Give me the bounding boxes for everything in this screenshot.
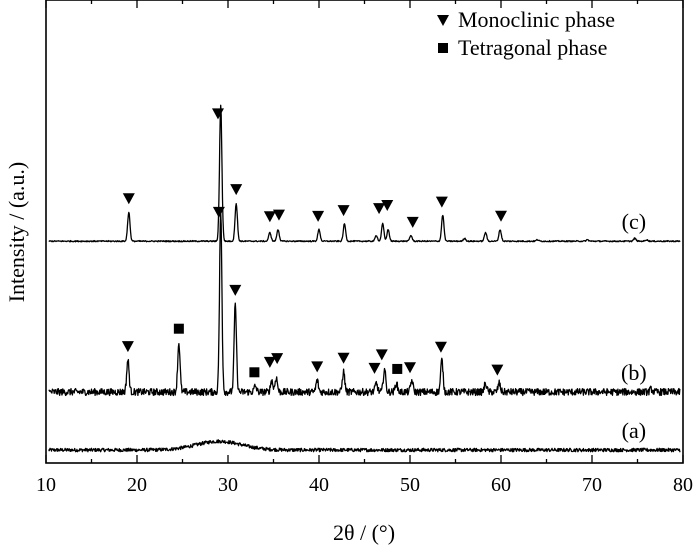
diffraction-traces <box>48 104 681 453</box>
trace-0 <box>48 439 681 453</box>
curve-labels: (a) (b) (c) <box>621 209 647 443</box>
monoclinic-marker <box>212 206 225 218</box>
monoclinic-marker <box>368 362 381 374</box>
monoclinic-marker <box>404 362 416 374</box>
x-tick-label-3: 40 <box>309 474 329 496</box>
monoclinic-marker <box>435 196 448 208</box>
x-axis-ticks: 10 20 30 40 50 60 70 80 <box>36 0 693 496</box>
monoclinic-marker <box>375 349 388 361</box>
monoclinic-marker <box>263 211 276 223</box>
x-tick-label-1: 20 <box>127 474 147 496</box>
monoclinic-marker <box>337 205 350 217</box>
x-tick-label-5: 60 <box>491 474 511 496</box>
curve-label-0: (a) <box>622 418 646 443</box>
legend-label-0: Monoclinic phase <box>458 7 615 32</box>
monoclinic-marker <box>121 341 134 353</box>
monoclinic-marker <box>229 284 242 296</box>
trace-2 <box>48 104 681 243</box>
monoclinic-marker <box>211 108 224 120</box>
legend-triangle-icon <box>437 15 449 26</box>
x-tick-label-2: 30 <box>218 474 238 496</box>
monoclinic-marker <box>122 193 135 205</box>
monoclinic-marker <box>272 209 285 221</box>
x-tick-label-4: 50 <box>400 474 420 496</box>
monoclinic-marker <box>381 199 394 211</box>
legend: Monoclinic phase Tetragonal phase <box>437 7 615 60</box>
monoclinic-marker <box>271 353 284 365</box>
monoclinic-marker <box>337 352 350 364</box>
monoclinic-marker <box>311 361 324 373</box>
x-axis-title: 2θ / (°) <box>333 520 395 545</box>
x-tick-label-6: 70 <box>582 474 602 496</box>
legend-label-1: Tetragonal phase <box>458 35 607 60</box>
tetragonal-marker <box>392 363 403 374</box>
monoclinic-marker <box>491 364 504 376</box>
trace-1 <box>48 211 681 397</box>
legend-square-icon <box>438 43 448 53</box>
monoclinic-marker <box>230 184 243 196</box>
curve-label-2: (c) <box>622 209 646 234</box>
x-tick-label-7: 80 <box>673 474 693 496</box>
tetragonal-marker <box>173 323 184 334</box>
monoclinic-marker <box>434 341 447 353</box>
tetragonal-marker <box>249 367 260 378</box>
monoclinic-marker <box>263 356 276 368</box>
monoclinic-marker <box>406 216 419 228</box>
monoclinic-marker <box>312 210 325 222</box>
monoclinic-marker <box>495 210 507 222</box>
phase-markers <box>121 108 507 378</box>
monoclinic-marker <box>373 203 386 215</box>
curve-label-1: (b) <box>621 360 647 385</box>
x-tick-label-0: 10 <box>36 474 56 496</box>
y-axis-title: Intensity / (a.u.) <box>4 162 29 303</box>
